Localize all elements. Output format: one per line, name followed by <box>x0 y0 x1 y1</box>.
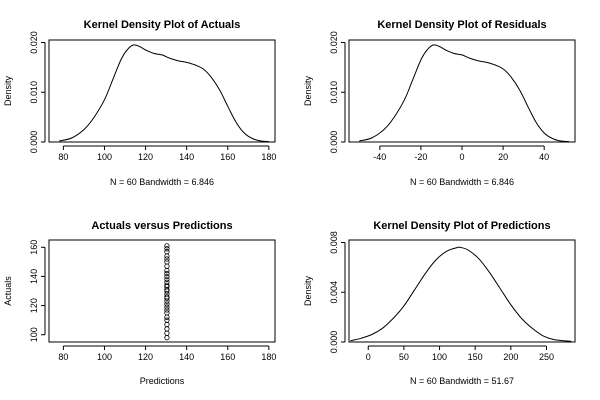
x-tick-label: 100 <box>97 352 112 362</box>
scatter-point <box>164 270 170 277</box>
plot-frame <box>348 239 576 343</box>
scatter-point <box>164 307 170 313</box>
plot-frame <box>348 39 576 143</box>
y-axis-label: Density <box>303 275 313 306</box>
x-tick-label: 0 <box>459 152 464 162</box>
x-tick-label: 80 <box>58 352 68 362</box>
scatter-point <box>164 301 170 307</box>
plot-frame <box>48 39 276 143</box>
scatter-point <box>164 317 170 323</box>
scatter-point <box>164 310 170 316</box>
x-tick-label: 140 <box>179 352 194 362</box>
x-tick-label: 150 <box>468 352 483 362</box>
scatter-point <box>164 304 170 310</box>
chart-title: Kernel Density Plot of Residuals <box>377 19 546 31</box>
y-tick-label: 160 <box>29 240 39 255</box>
scatter-point <box>164 259 170 265</box>
y-tick-label: 0.008 <box>329 231 339 254</box>
panel-predictions-density: Kernel Density Plot of Predictions N = 6… <box>303 220 576 386</box>
x-axis-label: N = 60 Bandwidth = 6.846 <box>110 177 214 187</box>
panel-actuals-density: Kernel Density Plot of Actuals N = 60 Ba… <box>3 19 276 187</box>
plot-frame <box>48 239 276 343</box>
y-tick-label: 0.020 <box>29 31 39 54</box>
scatter-point <box>164 330 170 336</box>
scatter-point <box>164 282 170 288</box>
x-tick-label: 180 <box>261 352 276 362</box>
scatter-point <box>164 243 170 249</box>
scatter-point <box>164 256 170 262</box>
x-tick-label: 40 <box>539 152 549 162</box>
scatter-point <box>164 253 170 259</box>
scatter-point <box>164 267 170 274</box>
scatter-point <box>164 263 170 269</box>
chart-title: Kernel Density Plot of Actuals <box>84 19 241 31</box>
scatter-point <box>164 249 170 255</box>
x-axis-label: N = 60 Bandwidth = 51.67 <box>410 376 514 386</box>
x-tick-label: 80 <box>58 152 68 162</box>
x-tick-label: -20 <box>414 152 427 162</box>
y-tick-label: 0.004 <box>329 281 339 304</box>
panel-residuals-density: Kernel Density Plot of Residuals N = 60 … <box>303 19 576 187</box>
x-tick-label: 200 <box>503 352 518 362</box>
scatter-point <box>164 335 170 341</box>
x-tick-label: 160 <box>220 152 235 162</box>
scatter-point <box>164 279 170 285</box>
x-tick-label: 0 <box>366 352 371 362</box>
x-tick-label: 180 <box>261 152 276 162</box>
y-axis-label: Density <box>303 75 313 106</box>
scatter-point <box>164 276 170 282</box>
scatter-point <box>164 273 170 280</box>
scatter-point <box>164 246 170 252</box>
x-tick-label: 120 <box>138 352 153 362</box>
y-tick-label: 0.020 <box>329 31 339 54</box>
x-tick-label: 100 <box>97 152 112 162</box>
scatter-point <box>164 294 170 300</box>
x-tick-label: -40 <box>373 152 386 162</box>
x-axis-label: Predictions <box>140 376 185 386</box>
x-tick-label: 20 <box>498 152 508 162</box>
y-tick-label: 0.010 <box>329 81 339 104</box>
y-tick-label: 100 <box>29 327 39 342</box>
scatter-point <box>164 314 170 320</box>
x-tick-label: 100 <box>432 352 447 362</box>
y-tick-label: 0.000 <box>29 131 39 154</box>
density-curve <box>59 44 269 142</box>
y-tick-label: 140 <box>29 269 39 284</box>
density-curve <box>350 246 572 342</box>
x-tick-label: 50 <box>399 352 409 362</box>
x-axis-label: N = 60 Bandwidth = 6.846 <box>410 177 514 187</box>
x-tick-label: 120 <box>138 152 153 162</box>
y-tick-label: 0.010 <box>29 81 39 104</box>
scatter-point <box>164 326 170 332</box>
chart-title: Actuals versus Predictions <box>91 220 232 232</box>
y-tick-label: 120 <box>29 298 39 313</box>
y-tick-label: 0.000 <box>329 131 339 154</box>
panel-actuals-vs-predictions: Actuals versus Predictions Predictions A… <box>3 220 276 386</box>
y-axis-label: Actuals <box>3 276 13 306</box>
x-tick-label: 160 <box>220 352 235 362</box>
chart-title: Kernel Density Plot of Predictions <box>373 220 550 232</box>
x-tick-label: 250 <box>539 352 554 362</box>
x-tick-label: 140 <box>179 152 194 162</box>
density-curve <box>359 44 569 142</box>
y-tick-label: 0.000 <box>329 331 339 354</box>
y-axis-label: Density <box>3 75 13 106</box>
scatter-point <box>164 321 170 328</box>
